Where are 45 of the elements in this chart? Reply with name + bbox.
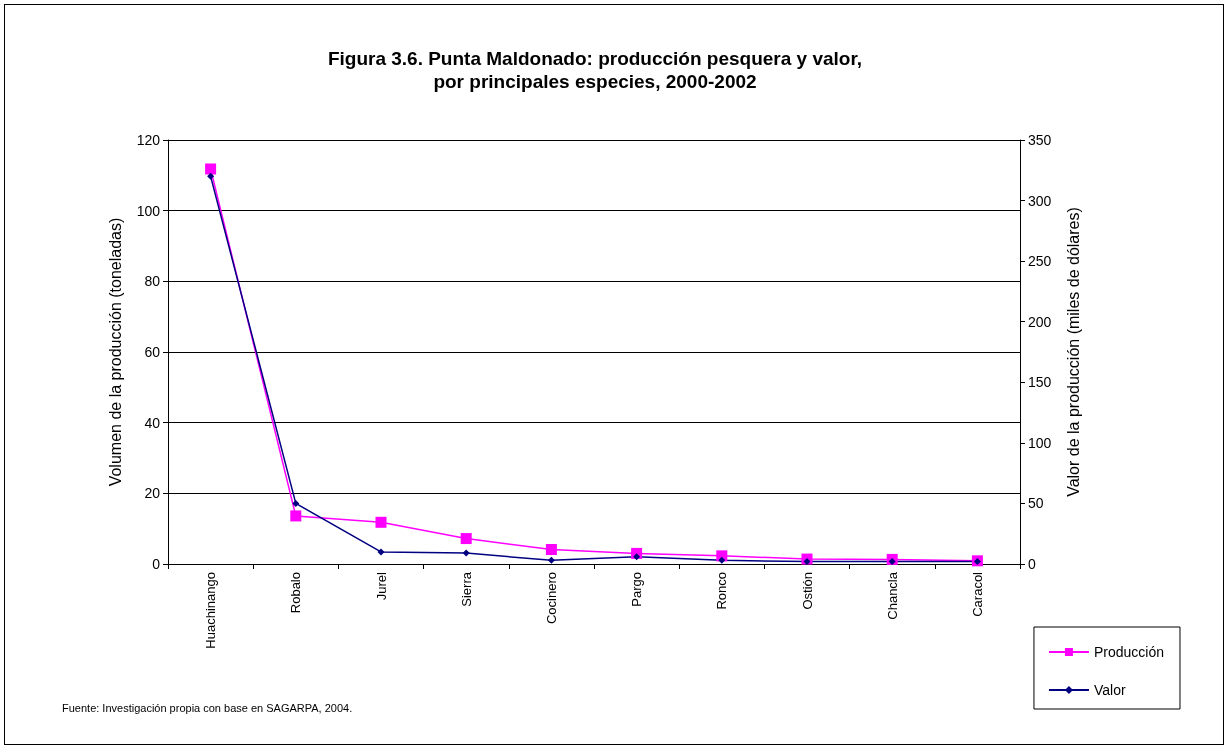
- y-tick-label: 0: [152, 556, 161, 572]
- point: [633, 553, 641, 561]
- point: [290, 510, 302, 522]
- point: [205, 163, 217, 175]
- point: [547, 556, 555, 564]
- y-axis-title: Volumen de la producción (toneladas): [106, 217, 124, 487]
- point: [888, 558, 896, 566]
- x-tick-label: Ostión: [799, 572, 815, 610]
- y-tick-label: 40: [144, 414, 161, 431]
- y-tick-label: 20: [144, 485, 161, 502]
- x-tick-label: Cocinero: [543, 572, 559, 625]
- point: [460, 533, 472, 545]
- point: [545, 544, 557, 556]
- y-tick-label: 80: [144, 273, 161, 290]
- point: [207, 172, 215, 180]
- x-tick-label: Jurel: [373, 571, 389, 601]
- point: [375, 516, 387, 528]
- point: [377, 548, 385, 556]
- x-tick-label: Robalo: [288, 572, 304, 614]
- point: [718, 556, 726, 564]
- source-note: Fuente: Investigación propia con base en SAGARPA, 2004.: [62, 701, 353, 714]
- y2-tick-label: 100: [1028, 434, 1052, 451]
- x-tick-label: Caracol: [969, 571, 985, 617]
- x-tick-label: Ronco: [714, 572, 730, 610]
- y-tick-label: 100: [136, 202, 161, 219]
- x-tick-label: Pargo: [629, 572, 645, 607]
- y2-tick-label: 250: [1028, 253, 1052, 270]
- y2-axis-title: Valor de la producción (miles de dólares): [1064, 207, 1082, 497]
- y2-tick-label: 150: [1028, 374, 1052, 391]
- point: [462, 549, 470, 557]
- y-tick-label: 60: [144, 344, 161, 360]
- y2-tick-label: 50: [1028, 495, 1044, 512]
- legend-label: Valor: [1093, 682, 1126, 698]
- point: [803, 558, 811, 566]
- x-tick-label: Huachinango: [203, 572, 219, 649]
- point: [292, 499, 300, 507]
- y2-tick-label: 200: [1028, 313, 1052, 330]
- y-tick-label: 120: [136, 132, 161, 148]
- x-tick-label: Chancla: [884, 571, 900, 620]
- legend-label: Producción: [1093, 644, 1165, 660]
- y2-tick-label: 300: [1028, 192, 1052, 209]
- y2-tick-label: 0: [1028, 556, 1036, 572]
- x-tick-label: Sierra: [458, 571, 474, 607]
- chart-title: Figura 3.6. Punta Maldonado: producción pesquera y valor, por principales especies, 2000-2002: [327, 48, 863, 92]
- y2-tick-label: 350: [1028, 132, 1052, 148]
